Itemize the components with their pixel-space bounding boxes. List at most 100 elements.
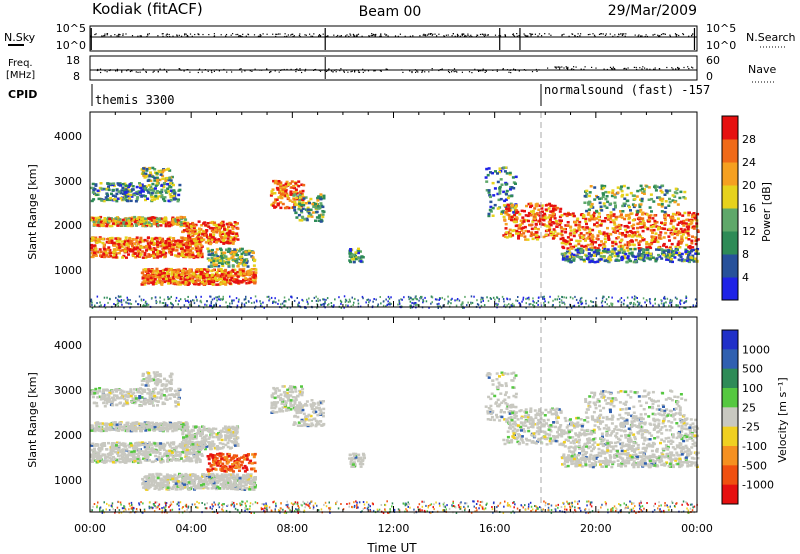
nave-point — [484, 71, 486, 73]
data-cell — [160, 244, 164, 248]
data-cell — [206, 239, 210, 242]
data-cell — [112, 254, 116, 257]
data-cell — [274, 198, 278, 201]
data-cell — [596, 247, 600, 250]
data-cell — [198, 227, 201, 230]
data-cell — [160, 281, 164, 284]
data-cell — [95, 251, 99, 254]
data-cell — [590, 216, 594, 219]
data-cell — [684, 250, 688, 254]
data-cell — [162, 218, 166, 221]
data-cell — [128, 238, 132, 241]
data-cell — [663, 213, 667, 217]
data-cell — [114, 256, 118, 259]
data-cell — [238, 249, 242, 253]
data-cell — [219, 276, 223, 279]
data-cell — [150, 281, 154, 284]
data-cell — [635, 296, 637, 299]
data-cell — [416, 303, 418, 306]
data-cell — [561, 236, 565, 240]
data-cell — [654, 302, 656, 305]
nave-point — [115, 70, 117, 72]
data-cell — [158, 241, 162, 245]
data-cell — [587, 304, 590, 307]
data-cell — [229, 295, 231, 298]
nave-point — [230, 69, 232, 71]
data-cell — [308, 297, 310, 300]
data-cell — [222, 295, 224, 298]
data-cell — [190, 231, 194, 235]
data-cell — [611, 189, 615, 192]
nave-point — [270, 71, 272, 73]
data-cell — [421, 295, 423, 298]
nsky-point — [682, 33, 685, 36]
nsky-point — [425, 35, 427, 37]
data-cell — [593, 217, 597, 220]
data-cell — [98, 236, 102, 239]
data-cell — [582, 234, 586, 237]
data-cell — [647, 214, 651, 218]
data-cell — [275, 301, 277, 304]
data-cell — [345, 304, 347, 307]
data-cell — [570, 247, 574, 250]
data-cell — [678, 196, 682, 200]
data-cell — [558, 210, 562, 213]
nave-point — [379, 69, 381, 71]
data-cell — [227, 261, 231, 264]
data-cell — [502, 204, 506, 207]
data-cell — [149, 185, 153, 189]
nave-point — [484, 69, 486, 71]
nave-label: Nave — [748, 63, 776, 76]
nave-point — [654, 67, 656, 69]
nave-point — [477, 69, 479, 71]
nave-point — [198, 69, 200, 71]
data-cell — [301, 189, 305, 193]
data-cell — [247, 278, 251, 281]
data-cell — [109, 237, 112, 240]
data-cell — [693, 217, 697, 220]
data-cell — [300, 210, 304, 214]
nave-point — [482, 68, 484, 70]
data-cell — [649, 252, 653, 255]
data-cell — [181, 254, 185, 257]
data-cell — [193, 225, 197, 228]
data-cell — [224, 255, 228, 258]
nsky-point — [361, 35, 363, 37]
data-cell — [534, 213, 537, 216]
data-cell — [102, 252, 106, 256]
nave-point — [525, 69, 527, 71]
data-cell — [228, 229, 232, 233]
data-cell — [306, 206, 310, 210]
data-cell — [129, 240, 133, 243]
nsky-point — [379, 35, 382, 37]
data-cell — [276, 182, 280, 186]
data-cell — [213, 228, 217, 231]
data-cell — [543, 304, 545, 307]
data-cell — [282, 191, 286, 195]
data-cell — [195, 241, 199, 244]
nsky-point — [327, 35, 329, 37]
data-cell — [163, 199, 167, 203]
data-cell — [528, 223, 531, 227]
data-cell — [522, 298, 524, 301]
data-cell — [660, 248, 664, 251]
data-cell — [511, 302, 514, 305]
data-cell — [601, 297, 604, 300]
data-cell — [630, 301, 632, 304]
data-cell — [633, 298, 636, 301]
data-cell — [622, 204, 626, 207]
data-cell — [581, 296, 583, 299]
data-cell — [169, 189, 173, 192]
nave-point — [659, 68, 661, 70]
data-cell — [630, 225, 634, 228]
data-cell — [628, 243, 632, 247]
data-cell — [158, 273, 162, 276]
data-cell — [124, 191, 128, 194]
data-cell — [219, 234, 223, 238]
data-cell — [650, 210, 653, 213]
data-cell — [191, 229, 195, 233]
data-cell — [197, 230, 201, 233]
data-cell — [113, 248, 117, 251]
data-cell — [129, 199, 133, 203]
data-cell — [187, 224, 191, 227]
